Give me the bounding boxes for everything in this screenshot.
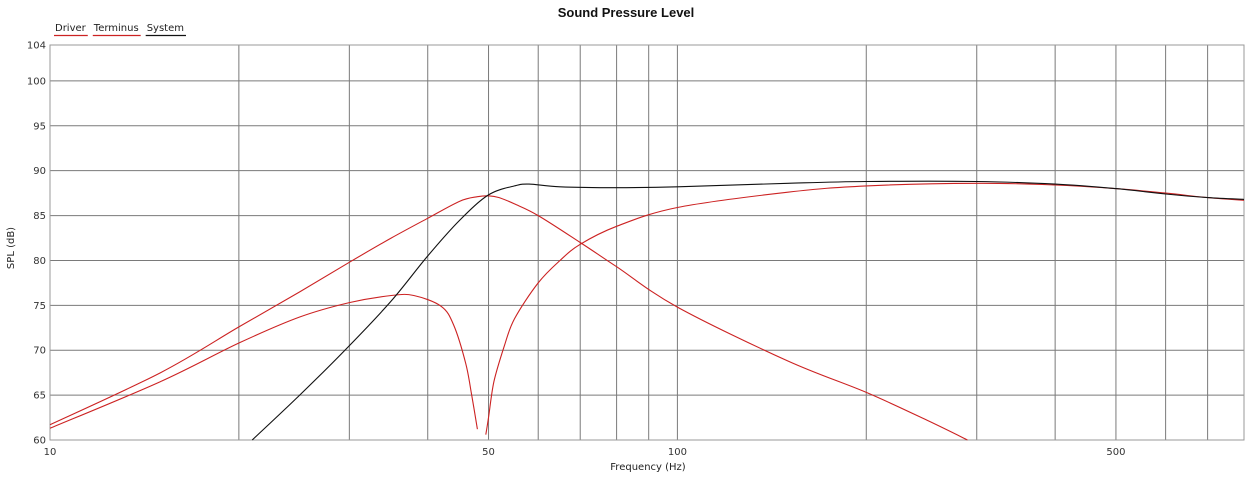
- x-tick-label: 500: [1106, 447, 1125, 458]
- y-tick-label: 80: [33, 256, 46, 267]
- plot-frame: [49, 44, 1245, 441]
- legend-item-system: System: [145, 23, 186, 37]
- y-tick-label: 75: [33, 301, 46, 312]
- grid-layer: [50, 45, 1244, 440]
- legend-label: System: [147, 23, 184, 34]
- series-line-system: [251, 180, 1245, 441]
- y-tick-label: 65: [33, 391, 46, 402]
- tick-layer: 60 65 70 75 80 85 90 95 100 104 10 50 100 500: [27, 41, 1126, 459]
- series-line-terminus: [49, 195, 968, 441]
- y-axis-label: SPL (dB): [6, 227, 17, 269]
- y-tick-label: 70: [33, 346, 46, 357]
- y-tick-label: 104: [27, 41, 46, 52]
- legend-label: Driver: [55, 23, 87, 34]
- x-axis-label: Frequency (Hz): [610, 462, 686, 473]
- y-tick-label: 90: [33, 166, 46, 177]
- x-tick-label: 10: [44, 447, 57, 458]
- y-tick-label: 60: [33, 436, 46, 447]
- x-tick-label: 100: [668, 447, 687, 458]
- y-tick-label: 95: [33, 121, 46, 132]
- series-layer: [49, 180, 1245, 441]
- legend-item-driver: Driver: [54, 23, 88, 37]
- legend-label: Terminus: [93, 23, 139, 34]
- series-line-driver: [49, 293, 478, 430]
- x-tick-label: 50: [482, 447, 495, 458]
- legend: Driver Terminus System: [54, 23, 186, 37]
- chart-title: Sound Pressure Level: [558, 5, 695, 20]
- legend-item-terminus: Terminus: [92, 23, 141, 37]
- y-tick-label: 100: [27, 76, 46, 87]
- y-tick-label: 85: [33, 211, 46, 222]
